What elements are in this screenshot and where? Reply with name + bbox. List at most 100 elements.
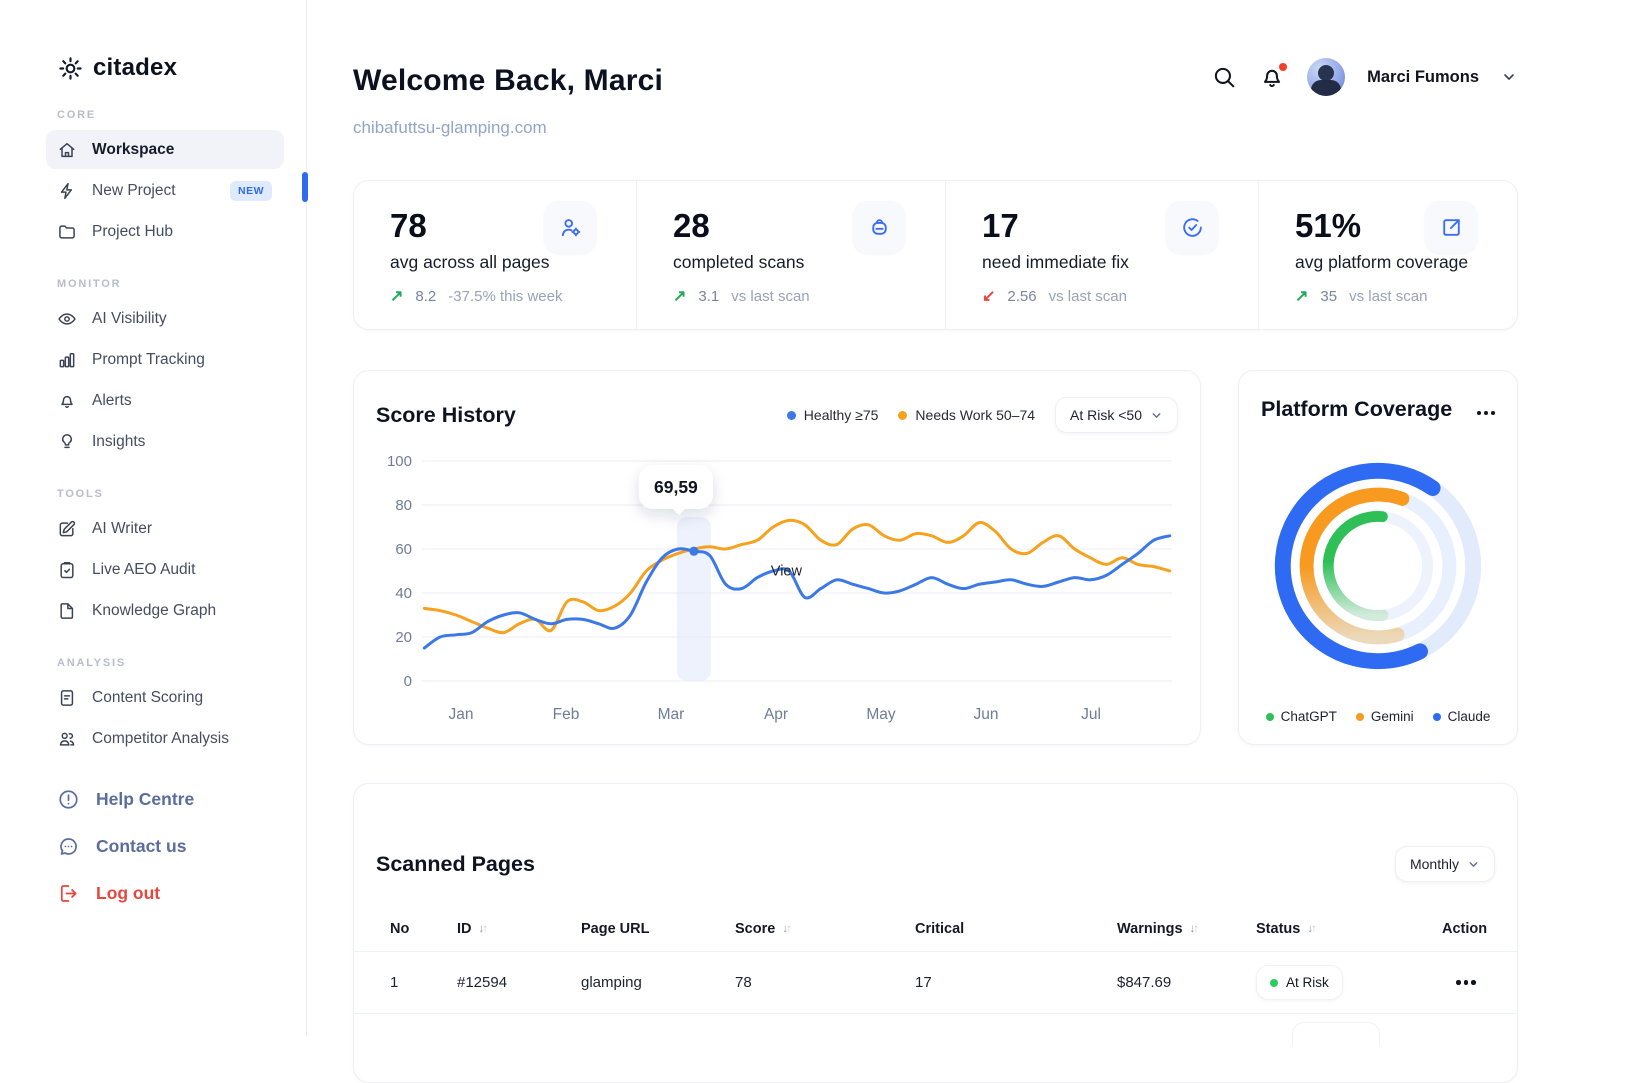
sidebar-item-label: Project Hub (92, 223, 173, 241)
stat-card-avg-across-all-pages[interactable]: 78 avg across all pages ↗ 8.2-37.5% this… (354, 181, 636, 329)
help-circle-icon (57, 788, 80, 811)
period-filter-label: Monthly (1410, 856, 1459, 872)
stat-card-avg-platform-coverage[interactable]: 51% avg platform coverage ↗ 35vs last sc… (1258, 181, 1517, 329)
legend-item-needs-work-50-74[interactable]: Needs Work 50–74 (898, 407, 1035, 423)
svg-text:Jan: Jan (449, 706, 474, 723)
notification-dot (1279, 63, 1287, 71)
sidebar-item-new-project[interactable]: New Project NEW (46, 171, 284, 210)
page-title: Welcome Back, Marci (353, 64, 663, 98)
svg-text:Apr: Apr (764, 706, 788, 723)
partial-next-row (1292, 1022, 1380, 1044)
sidebar-item-competitor-analysis[interactable]: Competitor Analysis (46, 719, 284, 758)
sidebar-item-prompt-tracking[interactable]: Prompt Tracking (46, 340, 284, 379)
svg-text:80: 80 (395, 497, 412, 514)
stat-card-need-immediate-fix[interactable]: 17 need immediate fix ↙ 2.56vs last scan (945, 181, 1258, 329)
legend-dot (1266, 713, 1274, 721)
sidebar-item-label: AI Writer (92, 520, 152, 538)
trend-up-arrow-icon: ↗ (673, 286, 686, 306)
score-history-card: Score History Healthy ≥75 Needs Work 50–… (353, 370, 1201, 745)
column-header-status[interactable]: Status↓↑ (1256, 921, 1442, 937)
cell-no: 1 (390, 974, 457, 991)
chat-bubble-icon (57, 835, 80, 858)
score-history-chart[interactable]: 100 80 60 40 20 0 69,59ViewJanFebMarAprM… (376, 441, 1178, 736)
legend-dot (1433, 713, 1441, 721)
risk-filter-label: At Risk <50 (1070, 407, 1142, 423)
svg-text:View: View (771, 563, 803, 579)
section-label-analysis: ANALYSIS (57, 657, 284, 669)
user-gear-icon (544, 201, 596, 253)
row-actions-icon[interactable] (1442, 980, 1495, 985)
sidebar-item-project-hub[interactable]: Project Hub (46, 212, 284, 251)
sidebar-item-insights[interactable]: Insights (46, 422, 284, 461)
sidebar-item-ai-writer[interactable]: AI Writer (46, 509, 284, 548)
sidebar-item-alerts[interactable]: Alerts (46, 381, 284, 420)
svg-text:May: May (866, 706, 896, 723)
sidebar-link-help-centre[interactable]: Help Centre (57, 788, 284, 811)
column-header-page-url: Page URL (581, 921, 735, 937)
column-header-score[interactable]: Score↓↑ (735, 921, 915, 937)
platform-coverage-title: Platform Coverage (1261, 397, 1452, 422)
legend-item-gemini[interactable]: Gemini (1356, 709, 1414, 724)
chevron-down-icon (1150, 409, 1163, 422)
stat-label: completed scans (673, 252, 945, 273)
search-icon[interactable] (1211, 64, 1237, 90)
stat-delta: ↙ 2.56vs last scan (982, 286, 1258, 306)
donut-legend: ChatGPT Gemini Claude (1261, 709, 1495, 724)
stat-value: 17 (982, 207, 1019, 244)
gear-icon (57, 55, 84, 82)
svg-text:20: 20 (395, 629, 412, 646)
svg-text:100: 100 (387, 453, 412, 470)
score-history-title: Score History (376, 403, 516, 428)
sidebar-link-log-out[interactable]: Log out (57, 882, 284, 905)
bolt-icon (57, 181, 77, 201)
legend-item-chatgpt[interactable]: ChatGPT (1266, 709, 1337, 724)
period-filter-dropdown[interactable]: Monthly (1395, 846, 1495, 882)
scanned-pages-card: Scanned Pages Monthly No ID↓↑ Page URL S… (353, 783, 1518, 1083)
svg-text:Jun: Jun (974, 706, 999, 723)
stat-delta: ↗ 8.2-37.5% this week (390, 286, 636, 306)
lightbulb-icon (57, 432, 77, 452)
user-name[interactable]: Marci Fumons (1367, 68, 1479, 87)
sort-icon: ↓↑ (1307, 923, 1315, 935)
platform-coverage-donut (1261, 422, 1495, 709)
legend-dot (1356, 713, 1364, 721)
legend-dot (787, 411, 796, 420)
edit-icon (57, 519, 77, 539)
chart-legend: Healthy ≥75 Needs Work 50–74 (787, 407, 1035, 423)
legend-item-healthy-75[interactable]: Healthy ≥75 (787, 407, 879, 423)
chevron-down-icon[interactable] (1501, 69, 1517, 85)
sidebar-item-label: Workspace (92, 141, 174, 159)
stat-value: 78 (390, 207, 427, 244)
document-icon (57, 688, 77, 708)
svg-text:69,59: 69,59 (654, 477, 698, 497)
avatar[interactable] (1307, 58, 1345, 96)
bell-icon[interactable] (1259, 64, 1285, 90)
svg-text:0: 0 (404, 673, 412, 690)
sidebar-item-knowledge-graph[interactable]: Knowledge Graph (46, 591, 284, 630)
sidebar-item-ai-visibility[interactable]: AI Visibility (46, 299, 284, 338)
cell-score: 78 (735, 974, 915, 991)
site-domain[interactable]: chibafuttsu-glamping.com (353, 118, 547, 138)
app-logo[interactable]: citadex (57, 54, 284, 82)
status-dot (1270, 979, 1278, 987)
legend-item-claude[interactable]: Claude (1433, 709, 1491, 724)
stat-label: avg across all pages (390, 252, 636, 273)
stat-label: need immediate fix (982, 252, 1258, 273)
home-icon (57, 140, 77, 160)
people-icon (57, 729, 77, 749)
sidebar-item-workspace[interactable]: Workspace (46, 130, 284, 169)
sidebar-link-contact-us[interactable]: Contact us (57, 835, 284, 858)
table-row[interactable]: 1 #12594 glamping 78 17 $847.69 At Risk (354, 952, 1517, 1014)
folder-icon (57, 222, 77, 242)
sidebar-item-content-scoring[interactable]: Content Scoring (46, 678, 284, 717)
svg-text:Jul: Jul (1081, 706, 1101, 723)
knowledge-graph-icon (57, 601, 77, 621)
chevron-down-icon (1467, 858, 1480, 871)
column-header-id[interactable]: ID↓↑ (457, 921, 581, 937)
stat-card-completed-scans[interactable]: 28 completed scans ↗ 3.1vs last scan (636, 181, 945, 329)
column-header-warnings[interactable]: Warnings↓↑ (1117, 921, 1256, 937)
status-badge: At Risk (1256, 965, 1343, 1000)
more-options-icon[interactable] (1477, 405, 1495, 415)
sidebar-item-live-aeo-audit[interactable]: Live AEO Audit (46, 550, 284, 589)
risk-filter-dropdown[interactable]: At Risk <50 (1055, 397, 1178, 433)
